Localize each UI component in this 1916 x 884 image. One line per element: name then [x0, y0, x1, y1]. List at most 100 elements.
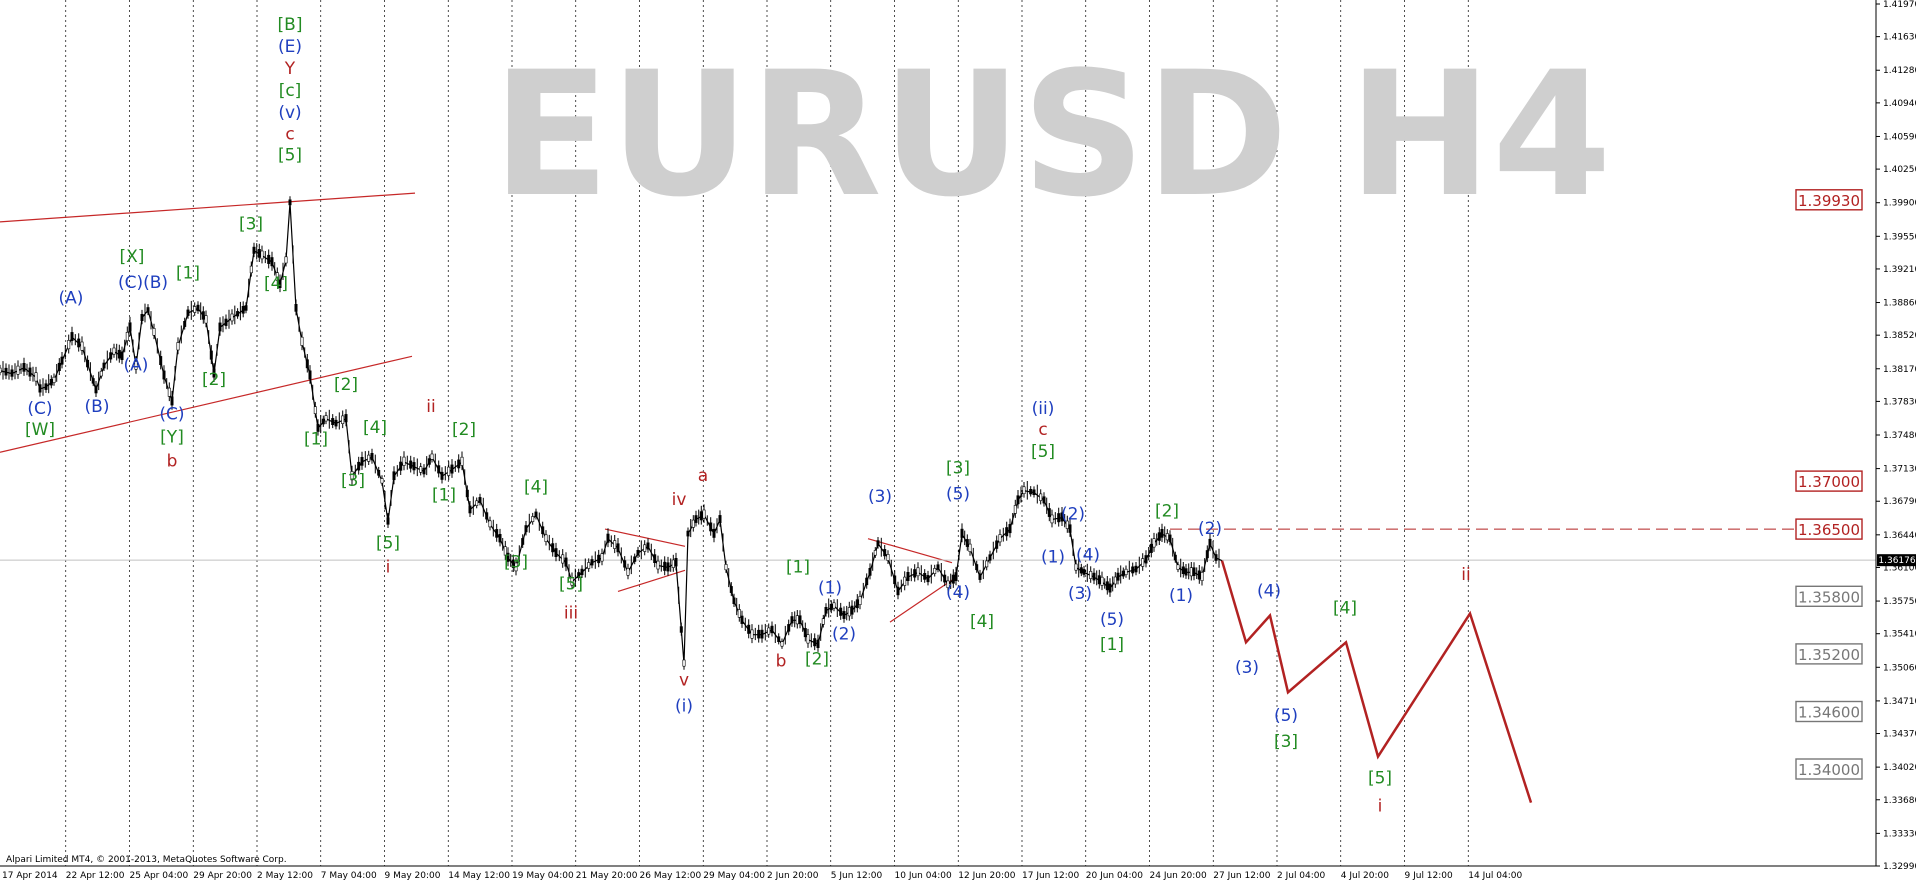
candle-body: [699, 511, 703, 521]
candle-body: [813, 638, 817, 647]
candle-body: [1189, 567, 1193, 577]
candle-body: [440, 471, 444, 480]
price-tick-label: 1.37830: [1883, 397, 1916, 407]
candle-body: [125, 331, 129, 341]
candle-body: [1105, 581, 1109, 591]
candle-body: [344, 414, 348, 423]
price-tick-label: 1.34710: [1883, 697, 1916, 707]
candle-body: [868, 567, 872, 576]
wave-label: (2): [832, 625, 856, 645]
candle-body: [832, 602, 836, 609]
price-tick-label: 1.40940: [1883, 99, 1916, 109]
candle-body: [1029, 488, 1033, 495]
candle-body: [674, 557, 678, 567]
candle-body: [4, 367, 8, 376]
candle-body: [616, 543, 620, 553]
price-level-label: 1.37000: [1798, 473, 1860, 491]
candle-body: [913, 569, 917, 578]
current-price-label: 1.36176: [1878, 556, 1915, 566]
candle-body: [514, 562, 518, 572]
candle-body: [686, 530, 690, 537]
candle-body: [260, 250, 264, 260]
time-tick-label: 29 Apr 20:00: [193, 871, 252, 881]
candle-body: [193, 306, 197, 313]
candle-body: [1016, 495, 1020, 505]
time-tick-label: 20 Jun 04:00: [1086, 871, 1143, 881]
triangle-1-lower: [617, 569, 686, 593]
wave-label: [5]: [1368, 768, 1392, 788]
price-tick-label: 1.33330: [1883, 829, 1916, 839]
price-level-label: 1.34600: [1798, 704, 1860, 722]
candle-body: [829, 603, 833, 611]
candle-body: [1131, 566, 1135, 574]
candle-body: [380, 478, 384, 484]
candle-body: [159, 356, 163, 365]
price-level-label: 1.35200: [1798, 646, 1860, 664]
wave-label: c: [285, 124, 294, 144]
candle-body: [80, 341, 84, 351]
current-price-tag: 1.36176: [1877, 554, 1916, 567]
price-tick-label: 1.41280: [1883, 66, 1916, 76]
time-tick-label: 2 Jun 20:00: [767, 871, 819, 881]
candle-body: [218, 322, 222, 332]
price-level-box: [1795, 758, 1863, 780]
candle-body: [503, 546, 507, 556]
candle-body: [1152, 538, 1156, 548]
price-tick-label: 1.34020: [1883, 763, 1916, 773]
candle-body: [128, 322, 132, 332]
candle-body: [209, 350, 213, 360]
candle-body: [278, 279, 282, 288]
candle-body: [570, 577, 574, 586]
candle-body: [102, 362, 106, 369]
candle-body: [34, 372, 38, 382]
candle-body: [916, 567, 920, 577]
triangle-2-upper: [867, 538, 953, 564]
candle-body: [1097, 575, 1101, 585]
candle-body: [541, 526, 545, 535]
candle-body: [883, 549, 887, 557]
candle-body: [790, 616, 794, 624]
candle-body: [267, 254, 271, 264]
candle-body: [44, 383, 48, 390]
wave-label: [3]: [1274, 732, 1298, 752]
candle-body: [988, 554, 992, 561]
price-tick-label: 1.41630: [1883, 33, 1916, 43]
candle-body: [666, 562, 670, 572]
price-tick-label: 1.35060: [1883, 663, 1916, 673]
candle-body: [427, 458, 431, 465]
candle-body: [946, 580, 950, 589]
wave-label: (ii): [1032, 399, 1055, 419]
candle-body: [478, 497, 482, 503]
candle-body: [241, 305, 245, 314]
price-level-label: 1.39930: [1798, 192, 1860, 210]
wave-label: (C): [27, 399, 52, 419]
wave-label: (4): [1257, 581, 1281, 601]
candle-body: [196, 304, 200, 312]
candle-body: [824, 606, 828, 614]
wave-label: [5]: [1031, 442, 1055, 462]
wave-label: [1]: [1100, 635, 1124, 655]
candle-body: [906, 571, 910, 581]
candle-body: [288, 199, 292, 206]
price-tick-label: 1.41970: [1883, 0, 1916, 10]
candle-body: [1176, 564, 1180, 570]
candle-body: [633, 556, 637, 562]
wave-label: (C): [159, 405, 184, 425]
time-tick-label: 24 Jun 20:00: [1150, 871, 1207, 881]
candle-body: [244, 305, 248, 311]
candle-body: [975, 564, 979, 571]
candle-body: [334, 419, 338, 427]
wave-label: (5): [1274, 706, 1298, 726]
candle-body: [305, 359, 309, 369]
candle-body: [70, 332, 74, 341]
wave-label: [3]: [239, 215, 263, 235]
candle-body: [450, 464, 454, 474]
candle-body: [402, 456, 406, 466]
candle-body: [1089, 570, 1093, 579]
candle-body: [691, 519, 695, 528]
candle-body: [341, 415, 345, 424]
wave-label: (3): [868, 487, 892, 507]
candle-body: [600, 553, 604, 562]
candle-body: [767, 627, 771, 635]
time-tick-label: 4 Jul 20:00: [1341, 871, 1390, 881]
